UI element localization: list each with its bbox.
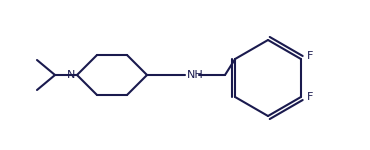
Text: N: N [67, 70, 75, 80]
Text: F: F [307, 51, 313, 61]
Text: F: F [307, 92, 313, 102]
Text: NH: NH [187, 70, 204, 80]
